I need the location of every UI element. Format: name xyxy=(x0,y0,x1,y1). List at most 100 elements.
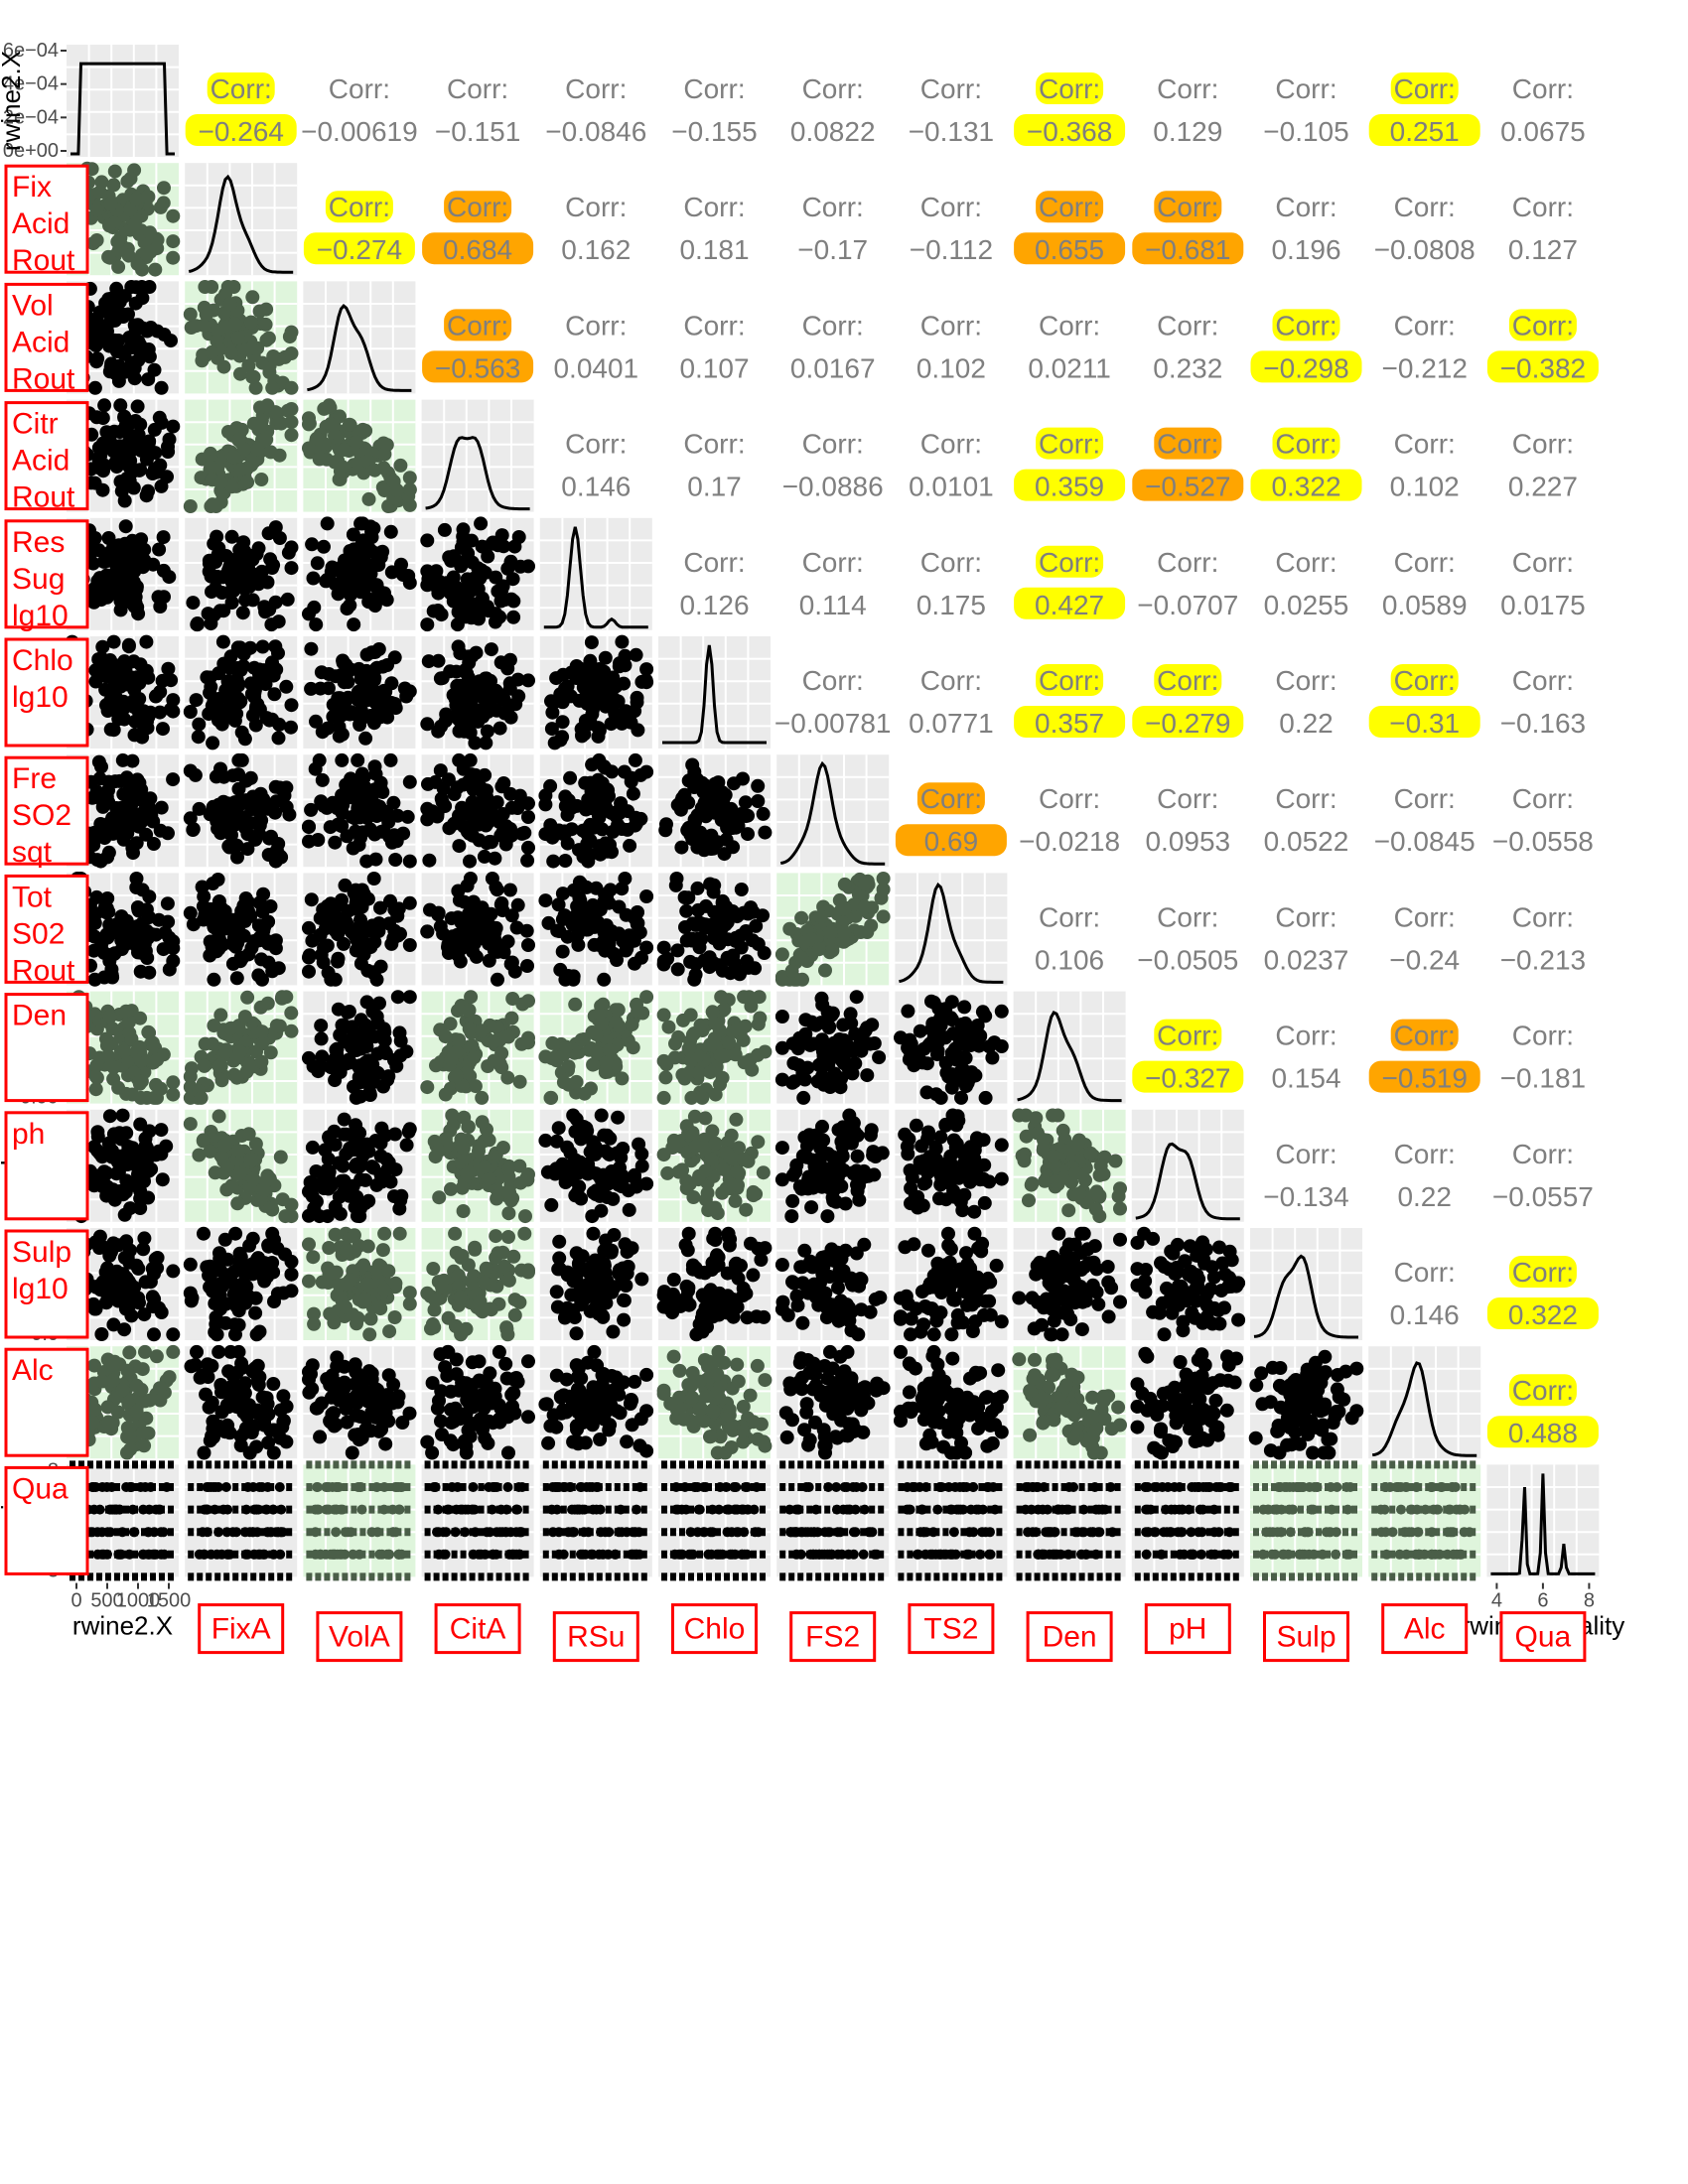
scatter-point xyxy=(312,1209,327,1224)
scatter-point xyxy=(463,854,477,869)
scatter-point xyxy=(594,1108,609,1123)
scatter-point xyxy=(92,461,107,476)
corr-label: Corr: xyxy=(565,310,627,341)
scatter-point xyxy=(628,752,642,767)
corr-highlight xyxy=(422,350,534,383)
scatter-point xyxy=(595,822,610,837)
corr-label: Corr: xyxy=(1512,310,1574,341)
scatter-point xyxy=(367,807,382,822)
scatter-point xyxy=(284,380,299,395)
scatter-point xyxy=(324,897,339,912)
scatter-point xyxy=(383,752,398,767)
corr-value: 0.114 xyxy=(799,590,867,620)
scatter-point xyxy=(316,955,331,970)
scatter-point xyxy=(248,380,263,395)
scatter-point xyxy=(226,450,241,465)
corr-value: 0.0771 xyxy=(909,708,994,739)
scatter-point xyxy=(817,1074,832,1089)
scatter-point xyxy=(422,853,437,868)
scatter-point xyxy=(384,696,399,710)
corr-label: Corr: xyxy=(1512,429,1574,460)
scatter-point xyxy=(116,832,131,847)
scatter-point xyxy=(127,682,142,697)
scatter-point xyxy=(153,705,167,720)
corr-value: −0.17 xyxy=(797,234,868,265)
scatter-point xyxy=(126,700,141,715)
scatter-point xyxy=(1072,1186,1087,1201)
scatter-point xyxy=(468,767,483,782)
scatter-point xyxy=(383,524,398,539)
panel-FS2-Den: Corr:−0.0218 xyxy=(1019,783,1120,857)
scatter-point xyxy=(584,635,599,650)
scatter-point xyxy=(192,717,207,732)
scatter-point xyxy=(156,530,171,545)
scatter-point xyxy=(213,476,228,490)
scatter-point xyxy=(461,649,476,664)
corr-highlight xyxy=(1154,191,1222,223)
scatter-point xyxy=(945,1013,959,1027)
scatter-point xyxy=(387,650,402,665)
scatter-point xyxy=(166,250,181,265)
scatter-point xyxy=(632,1137,646,1152)
scatter-point xyxy=(352,684,367,699)
panel-FixA-Qua: Corr:0.127 xyxy=(1508,192,1578,265)
scatter-point xyxy=(492,1056,507,1071)
scatter-point xyxy=(420,617,435,632)
corr-value: 0.102 xyxy=(916,352,986,383)
scatter-point xyxy=(154,380,169,395)
scatter-point xyxy=(670,962,685,977)
corr-value: 0.0175 xyxy=(1500,590,1586,620)
scatter-point xyxy=(485,536,499,551)
scatter-point xyxy=(584,1081,598,1096)
scatter-point xyxy=(254,473,269,486)
scatter-point xyxy=(92,1229,107,1244)
corr-label: Corr: xyxy=(1039,901,1100,932)
panel-VolA-CitA: Corr:−0.563 xyxy=(422,309,534,383)
scatter-point xyxy=(122,1297,137,1312)
scatter-point xyxy=(521,938,535,952)
scatter-point xyxy=(736,771,750,786)
scatter-point xyxy=(268,520,283,535)
corr-label: Corr: xyxy=(1157,783,1218,814)
scatter-point xyxy=(433,671,448,686)
scatter-point xyxy=(376,1079,390,1094)
scatter-point xyxy=(447,816,462,831)
scatter-point xyxy=(668,878,683,892)
corr-label: Corr: xyxy=(1512,665,1574,696)
panel-X-FS2: Corr:0.0822 xyxy=(790,73,876,147)
scatter-point xyxy=(569,1074,584,1089)
panel-FixA-CitA: Corr:0.684 xyxy=(422,191,534,265)
corr-label: Corr: xyxy=(920,310,982,341)
scatter-point xyxy=(564,1165,579,1180)
scatter-point xyxy=(322,1131,337,1146)
corr-label: Corr: xyxy=(1275,1021,1336,1051)
scatter-point xyxy=(111,1238,126,1253)
corr-highlight xyxy=(1014,232,1126,265)
scatter-point xyxy=(106,634,121,649)
scatter-point xyxy=(245,593,260,608)
scatter-point xyxy=(87,1301,102,1316)
scatter-point xyxy=(688,1140,703,1154)
scatter-point xyxy=(99,698,113,713)
scatter-point xyxy=(556,667,571,682)
scatter-point xyxy=(633,925,647,940)
scatter-point xyxy=(402,990,417,1005)
corr-label: Corr: xyxy=(1394,547,1456,578)
corr-highlight xyxy=(1036,72,1104,104)
scatter-point xyxy=(349,1160,363,1174)
scatter-point xyxy=(119,1126,134,1141)
scatter-point xyxy=(224,345,238,360)
scatter-point xyxy=(389,482,404,497)
scatter-point xyxy=(347,617,361,632)
scatter-point xyxy=(782,921,797,936)
scatter-point xyxy=(479,736,493,751)
panel-X-Den: Corr:−0.368 xyxy=(1014,72,1126,147)
corr-value: −0.563 xyxy=(435,352,520,383)
scatter-point xyxy=(460,1166,475,1181)
panel-pH-pH xyxy=(1131,1109,1244,1222)
scatter-point xyxy=(947,1041,962,1056)
corr-label: Corr: xyxy=(1394,1139,1456,1169)
scatter-point xyxy=(363,1029,378,1044)
scatter-point xyxy=(560,1140,575,1155)
corr-highlight xyxy=(444,309,512,341)
